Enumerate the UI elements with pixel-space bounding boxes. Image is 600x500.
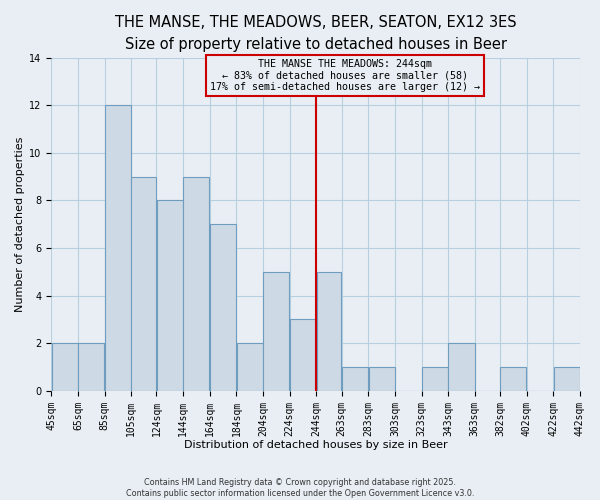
Bar [500,367,526,391]
Bar [52,343,77,391]
Bar [342,367,368,391]
X-axis label: Distribution of detached houses by size in Beer: Distribution of detached houses by size … [184,440,448,450]
Bar [131,176,156,391]
Text: THE MANSE THE MEADOWS: 244sqm
← 83% of detached houses are smaller (58)
17% of s: THE MANSE THE MEADOWS: 244sqm ← 83% of d… [210,59,480,92]
Bar [448,343,475,391]
Y-axis label: Number of detached properties: Number of detached properties [15,136,25,312]
Bar [422,367,448,391]
Bar [105,105,131,391]
Bar [290,320,316,391]
Bar [184,176,209,391]
Bar [210,224,236,391]
Bar [157,200,183,391]
Bar [263,272,289,391]
Bar [317,272,341,391]
Text: Contains HM Land Registry data © Crown copyright and database right 2025.
Contai: Contains HM Land Registry data © Crown c… [126,478,474,498]
Bar [78,343,104,391]
Bar [368,367,395,391]
Bar [554,367,580,391]
Bar [236,343,263,391]
Title: THE MANSE, THE MEADOWS, BEER, SEATON, EX12 3ES
Size of property relative to deta: THE MANSE, THE MEADOWS, BEER, SEATON, EX… [115,15,517,52]
